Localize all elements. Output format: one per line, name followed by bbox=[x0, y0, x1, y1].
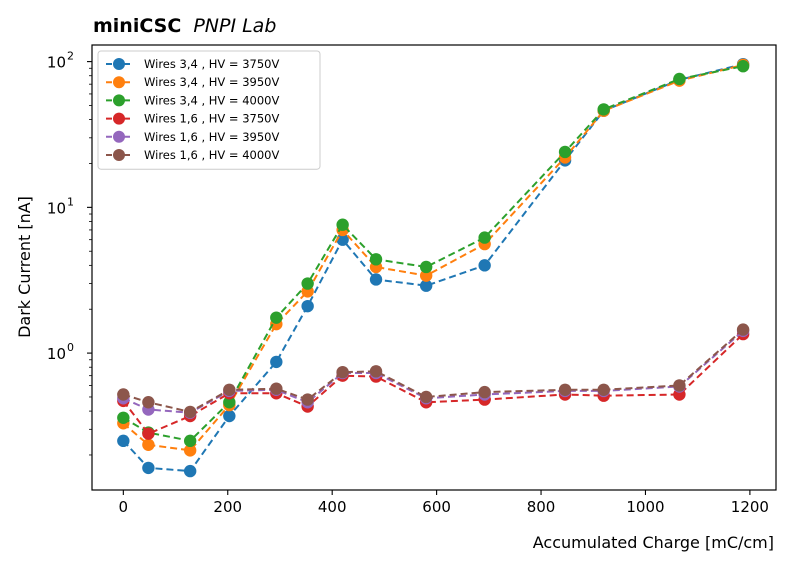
data-point bbox=[336, 365, 349, 379]
series-6 bbox=[117, 323, 750, 419]
data-point bbox=[183, 405, 197, 419]
chart-title-bold: miniCSC bbox=[93, 15, 181, 37]
plot-frame bbox=[91, 44, 777, 491]
data-point bbox=[558, 145, 572, 159]
y-tick-label: 10 bbox=[47, 199, 66, 217]
series-line bbox=[122, 65, 744, 442]
series-line bbox=[122, 63, 744, 452]
series-line bbox=[122, 63, 744, 473]
data-point bbox=[736, 323, 750, 336]
series-layer bbox=[117, 57, 750, 478]
legend-marker bbox=[113, 58, 125, 70]
x-tick-label: 800 bbox=[527, 498, 556, 516]
legend-box bbox=[97, 50, 321, 170]
x-tick-label: 0 bbox=[119, 498, 129, 516]
x-axis-label: Accumulated Charge [mC/cm] bbox=[533, 533, 774, 552]
data-point bbox=[223, 409, 236, 423]
data-point bbox=[142, 396, 155, 409]
series-4 bbox=[117, 327, 750, 440]
series-line bbox=[122, 333, 744, 435]
data-point bbox=[301, 299, 314, 313]
x-tick-label: 400 bbox=[318, 498, 347, 516]
chart-title-italic: PNPI Lab bbox=[193, 15, 276, 37]
data-point bbox=[183, 434, 197, 448]
y-tick-label: 10 bbox=[47, 54, 66, 72]
legend-marker bbox=[113, 130, 125, 143]
data-point bbox=[142, 438, 155, 451]
data-point bbox=[478, 259, 491, 272]
y-tick-label: 10 bbox=[47, 345, 66, 363]
y-tick-exponent: 1 bbox=[67, 195, 74, 208]
data-point bbox=[301, 393, 314, 406]
data-point bbox=[673, 72, 686, 86]
data-point bbox=[223, 383, 236, 397]
data-point bbox=[419, 260, 433, 274]
data-point bbox=[597, 103, 610, 116]
legend-label: Wires 1,6 , HV = 3950V bbox=[144, 130, 279, 144]
legend-label: Wires 1,6 , HV = 4000V bbox=[144, 148, 279, 162]
legend-marker bbox=[113, 149, 125, 161]
y-tick-exponent: 0 bbox=[67, 341, 74, 354]
legend-entry: Wires 1,6 , HV = 3750V bbox=[106, 112, 279, 126]
series-line bbox=[123, 328, 744, 413]
data-point bbox=[736, 60, 750, 73]
legend-entry: Wires 1,6 , HV = 4000V bbox=[106, 148, 279, 162]
data-point bbox=[369, 273, 383, 286]
legend: Wires 3,4 , HV = 3750V Wires 3,4 , HV = 3… bbox=[97, 50, 321, 170]
legend-label: Wires 3,4 , HV = 3950V bbox=[144, 75, 279, 89]
series-5 bbox=[117, 324, 750, 419]
data-point bbox=[419, 390, 433, 404]
data-point bbox=[270, 382, 283, 395]
chart-title: miniCSC PNPI Lab bbox=[93, 15, 276, 37]
legend-entry: Wires 3,4 , HV = 3750V bbox=[106, 57, 279, 71]
legend-marker bbox=[113, 76, 125, 89]
legend-marker bbox=[113, 112, 125, 125]
data-point bbox=[223, 396, 236, 409]
data-point bbox=[183, 464, 197, 478]
x-tick-label: 200 bbox=[213, 498, 242, 516]
legend-label: Wires 3,4 , HV = 3750V bbox=[144, 57, 279, 71]
data-point bbox=[270, 355, 283, 369]
x-tick-label: 1000 bbox=[626, 498, 664, 516]
data-point bbox=[478, 385, 491, 399]
data-point bbox=[117, 411, 130, 424]
y-axis-label: Dark Current [nA] bbox=[15, 196, 34, 338]
y-tick-exponent: 2 bbox=[67, 50, 74, 63]
legend-marker bbox=[113, 94, 125, 107]
data-point bbox=[597, 383, 610, 397]
x-tick-label: 1200 bbox=[731, 498, 769, 516]
data-point bbox=[336, 218, 349, 231]
data-point bbox=[419, 279, 433, 292]
data-point bbox=[183, 444, 197, 457]
legend-entry: Wires 3,4 , HV = 3950V bbox=[106, 75, 279, 89]
data-point bbox=[478, 231, 491, 244]
legend-entry: Wires 1,6 , HV = 3950V bbox=[106, 130, 279, 144]
x-tick-label: 600 bbox=[422, 498, 451, 516]
data-point bbox=[142, 461, 155, 475]
legend-label: Wires 1,6 , HV = 3750V bbox=[144, 112, 279, 126]
data-point bbox=[117, 434, 130, 448]
data-point bbox=[117, 388, 130, 401]
series-line bbox=[122, 330, 744, 414]
legend-label: Wires 3,4 , HV = 4000V bbox=[144, 93, 279, 107]
data-point bbox=[142, 427, 155, 440]
legend-entry: Wires 3,4 , HV = 4000V bbox=[106, 93, 279, 107]
data-point bbox=[419, 269, 433, 282]
data-point bbox=[673, 379, 686, 392]
data-point bbox=[336, 233, 349, 246]
data-point bbox=[301, 277, 314, 290]
data-point bbox=[369, 365, 383, 378]
data-point bbox=[270, 311, 283, 324]
data-point bbox=[558, 383, 572, 397]
data-point bbox=[369, 253, 383, 266]
